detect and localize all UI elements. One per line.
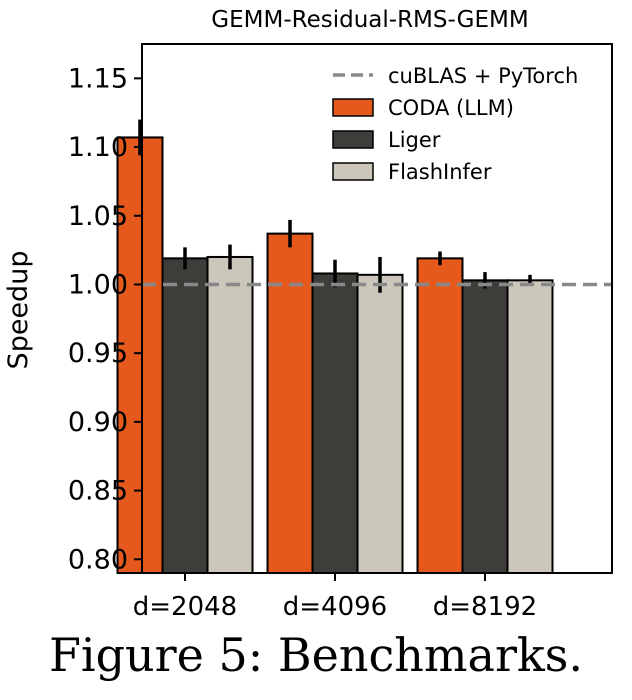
legend-label: cuBLAS + PyTorch — [388, 64, 578, 88]
bar — [506, 279, 554, 574]
x-tick-label: d=8192 — [433, 592, 537, 622]
bar — [161, 257, 209, 574]
bar — [356, 273, 404, 574]
y-tick-label: 0.80 — [68, 544, 128, 575]
legend-swatch — [332, 162, 374, 181]
bar — [416, 257, 464, 574]
legend-label: FlashInfer — [388, 160, 492, 184]
y-tick-label: 0.90 — [68, 407, 128, 438]
plot-area: 0.80 0.85 0.90 0.95 1.00 1.05 1.10 1.15 d=2048 d=… — [68, 43, 613, 622]
y-tick-label: 1.05 — [68, 201, 128, 232]
y-tick-label: 0.95 — [68, 338, 128, 369]
bar — [311, 272, 359, 574]
bar — [116, 136, 164, 574]
y-tick-label: 1.10 — [68, 132, 128, 163]
legend: cuBLAS + PyTorch CODA (LLM) Liger FlashInfe… — [332, 64, 578, 184]
y-tick-label: 1.00 — [68, 269, 128, 300]
bar — [206, 255, 254, 574]
bar — [266, 232, 314, 575]
legend-swatch — [332, 98, 374, 117]
legend-label: CODA (LLM) — [388, 96, 514, 120]
y-tick-label: 1.15 — [68, 63, 128, 94]
y-axis-label: Speedup — [3, 251, 34, 370]
plot-frame — [141, 43, 613, 574]
y-tick-label: 0.85 — [68, 476, 128, 507]
x-tick-label: d=2048 — [133, 592, 237, 622]
legend-label: Liger — [388, 128, 441, 152]
x-tick-label: d=4096 — [283, 592, 387, 622]
legend-swatch — [332, 130, 374, 149]
bar — [461, 279, 509, 574]
chart-title: GEMM-Residual-RMS-GEMM — [211, 7, 528, 33]
figure-caption: Figure 5: Benchmarks. — [48, 628, 584, 682]
